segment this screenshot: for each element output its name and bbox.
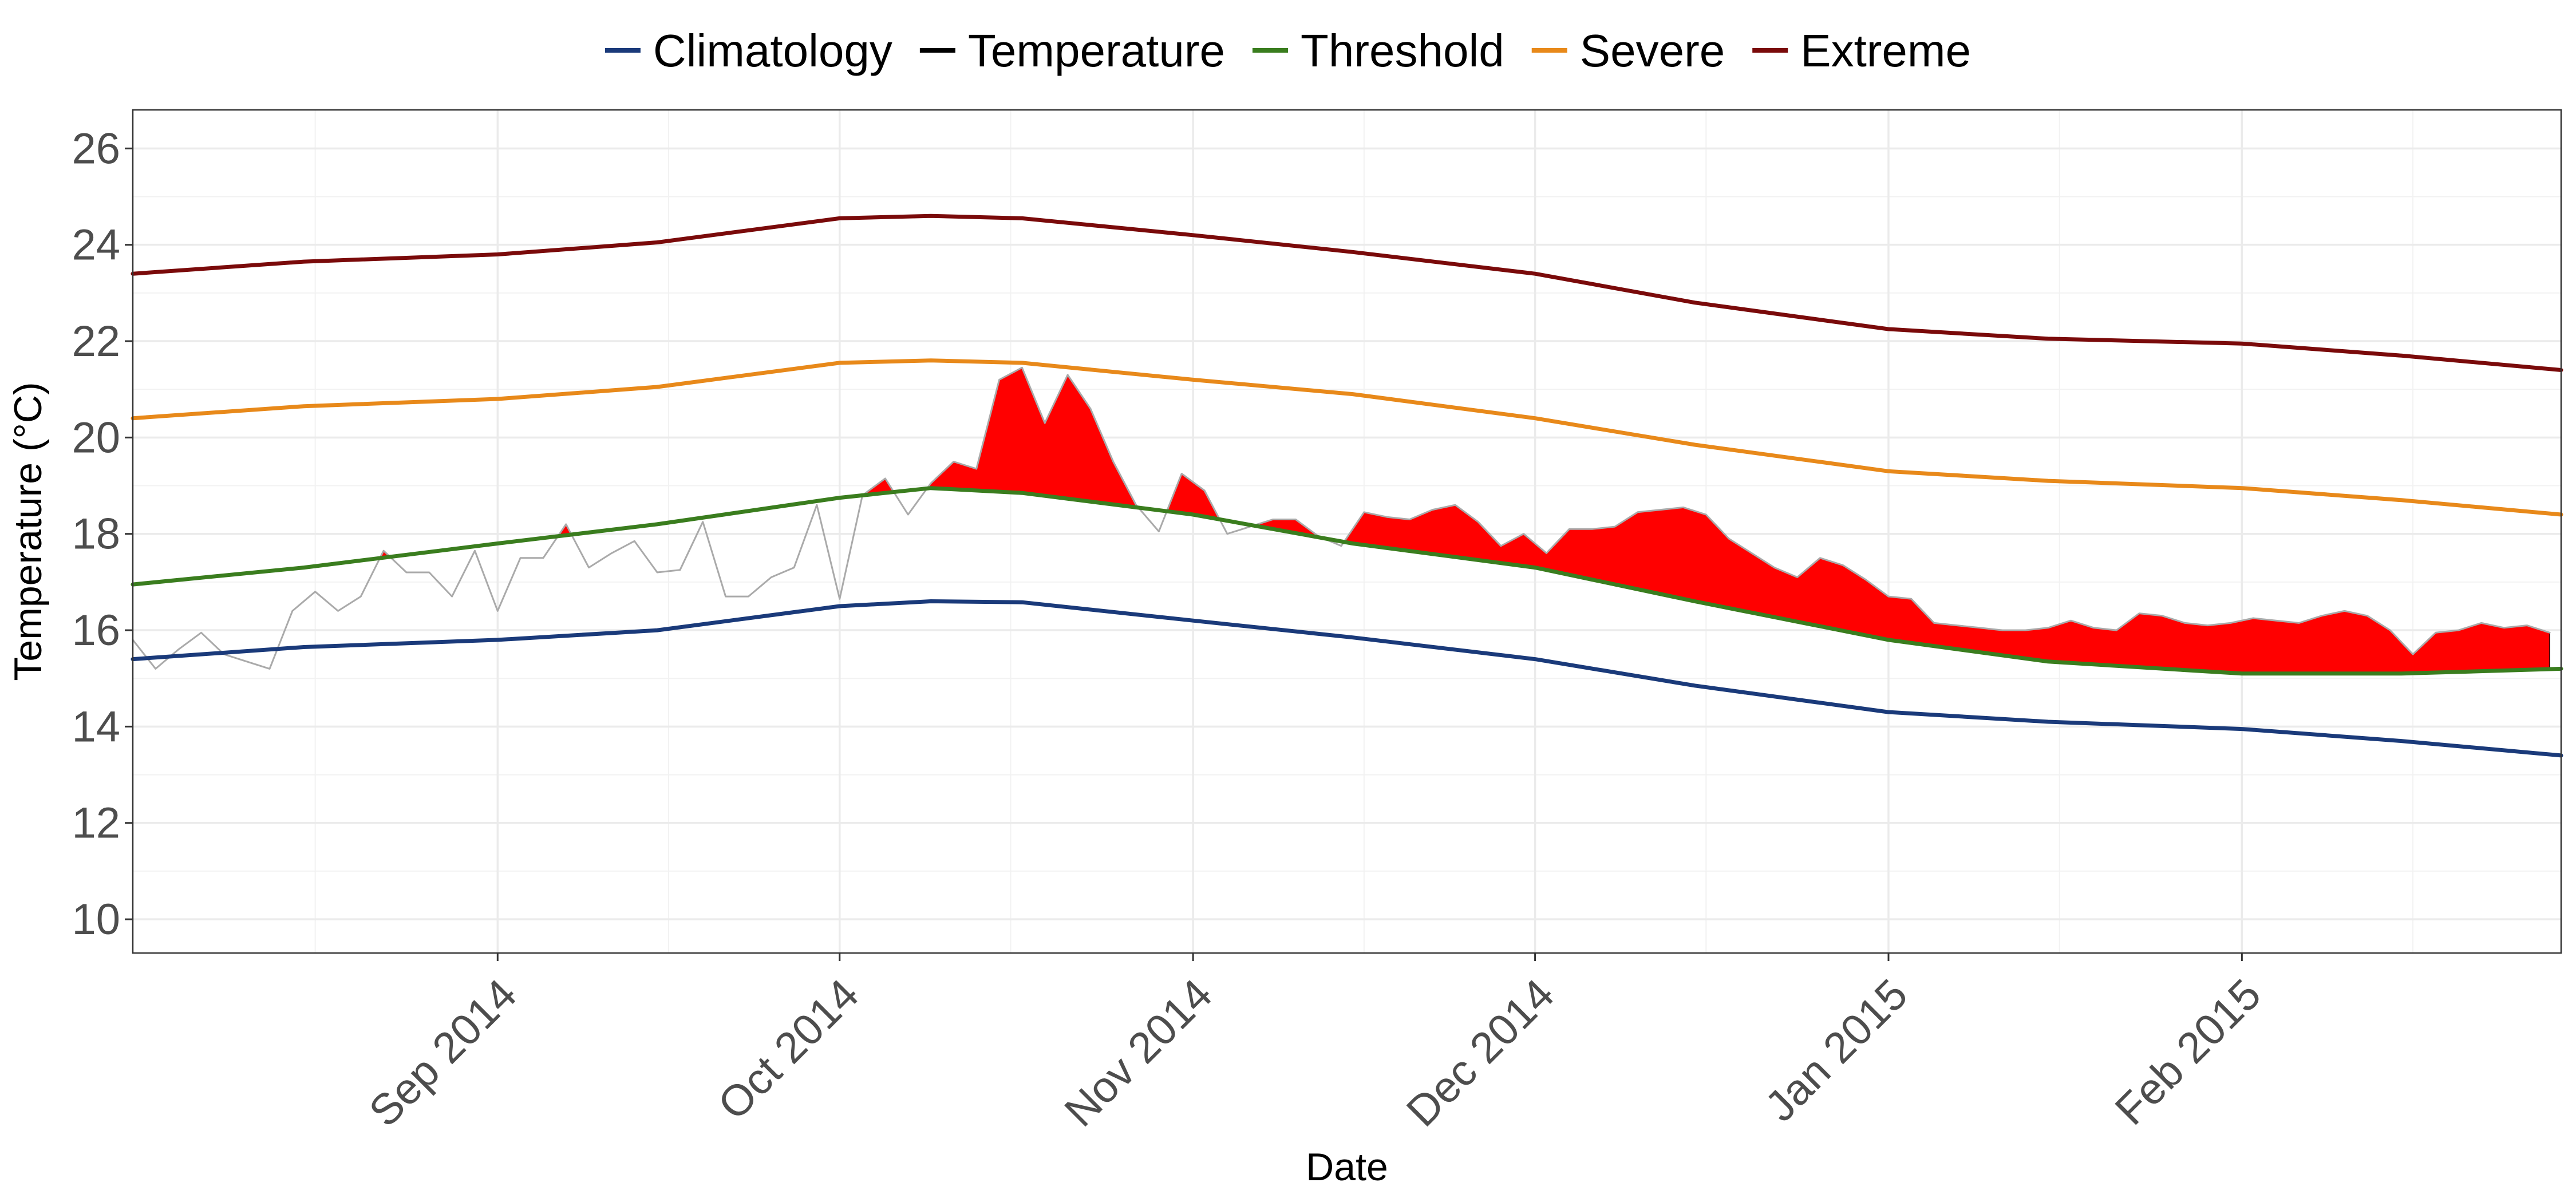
legend-item-threshold: Threshold xyxy=(1252,25,1504,76)
y-tick-label: 12 xyxy=(72,799,120,848)
y-tick-label: 26 xyxy=(72,124,120,173)
y-axis-title: Temperature (°C) xyxy=(6,382,50,681)
series-line-severe xyxy=(131,358,2563,517)
series-lines xyxy=(131,213,2563,758)
y-tick-label: 22 xyxy=(72,317,120,366)
y-tick-label: 24 xyxy=(72,221,120,270)
legend-label-severe: Severe xyxy=(1580,25,1725,76)
series-line-temperature xyxy=(132,366,2551,670)
legend-item-severe: Severe xyxy=(1531,25,1725,76)
y-tick-label: 20 xyxy=(72,413,120,462)
series-line-threshold xyxy=(131,486,2563,676)
legend-label-climatology: Climatology xyxy=(653,25,892,76)
legend-item-extreme: Extreme xyxy=(1752,25,1971,76)
y-tick-label: 10 xyxy=(72,895,120,944)
plot-panel xyxy=(131,109,2563,954)
plot-panel-border xyxy=(132,109,2562,954)
legend: Climatology Temperature Threshold Severe Ext… xyxy=(605,25,1971,76)
legend-item-temperature: Temperature xyxy=(919,25,1225,76)
y-axis: 10 12 14 16 18 20 22 24 26 xyxy=(72,124,133,944)
x-axis-title: Date xyxy=(1306,1145,1388,1189)
legend-label-threshold: Threshold xyxy=(1301,25,1504,76)
legend-item-climatology: Climatology xyxy=(605,25,892,76)
series-line-climatology xyxy=(131,599,2563,758)
series-line-extreme xyxy=(131,213,2563,372)
minor-gridlines xyxy=(133,110,2561,953)
legend-label-temperature: Temperature xyxy=(968,25,1225,76)
legend-label-extreme: Extreme xyxy=(1800,25,1971,76)
y-tick-label: 16 xyxy=(72,606,120,655)
y-tick-label: 14 xyxy=(72,702,120,751)
y-tick-label: 18 xyxy=(72,510,120,559)
